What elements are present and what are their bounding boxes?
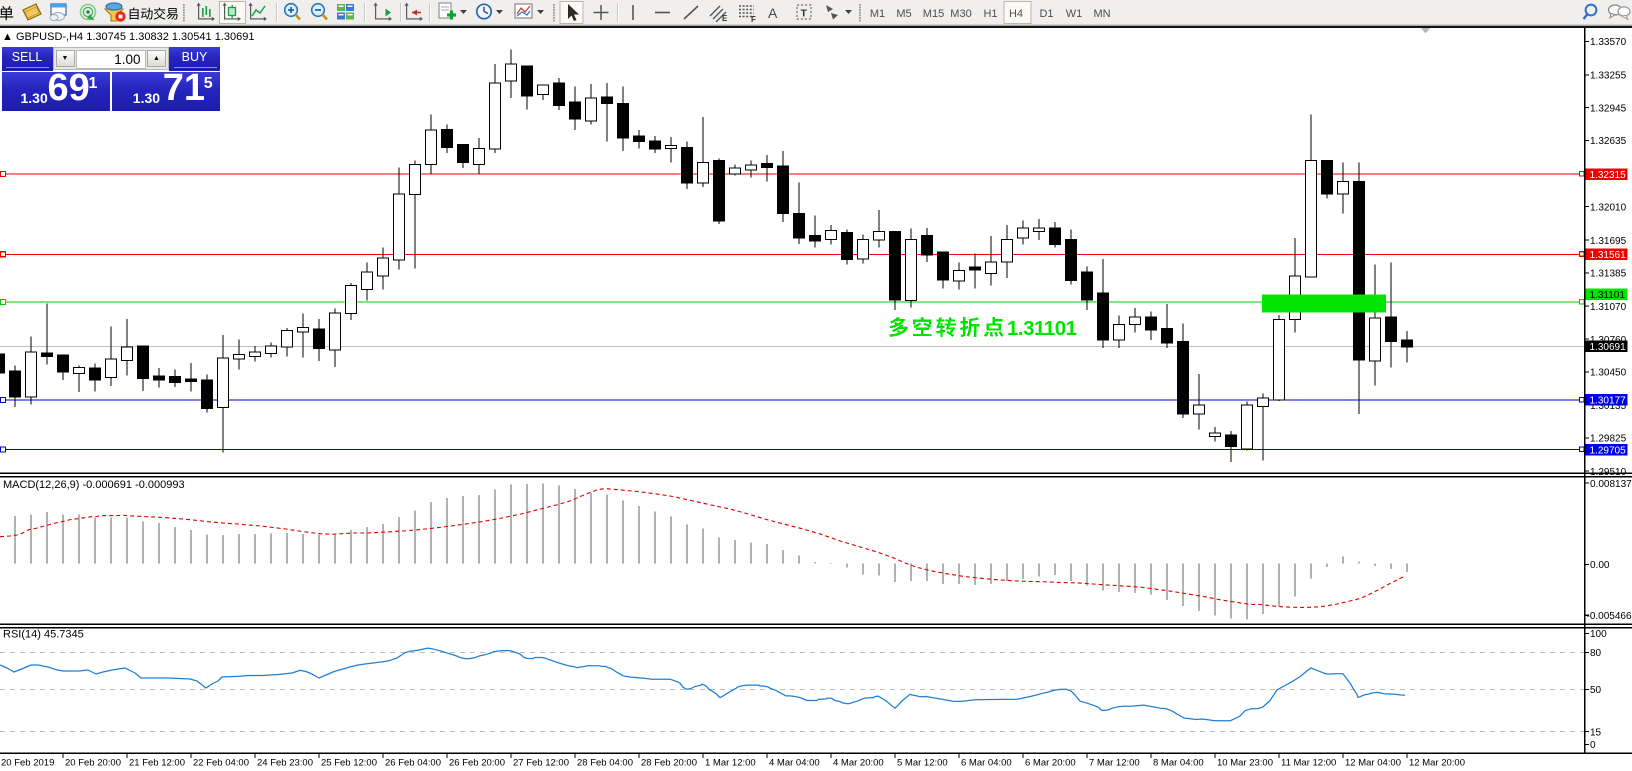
svg-text:100: 100 <box>1590 629 1607 640</box>
svg-text:1.31101: 1.31101 <box>1590 290 1626 301</box>
svg-text:4 Mar 04:00: 4 Mar 04:00 <box>769 758 820 769</box>
svg-text:20 Feb 20:00: 20 Feb 20:00 <box>65 758 121 769</box>
svg-text:0.00: 0.00 <box>1590 560 1610 571</box>
svg-text:MN: MN <box>1093 8 1110 20</box>
svg-text:15: 15 <box>1590 727 1602 738</box>
svg-text:11 Mar 12:00: 11 Mar 12:00 <box>1281 758 1336 769</box>
svg-text:8 Mar 04:00: 8 Mar 04:00 <box>1153 758 1204 769</box>
svg-text:21 Feb 12:00: 21 Feb 12:00 <box>129 758 185 769</box>
svg-text:1.32315: 1.32315 <box>1590 170 1627 181</box>
svg-text:W1: W1 <box>1066 8 1083 20</box>
svg-text:H1: H1 <box>983 8 997 20</box>
svg-text:12 Mar 04:00: 12 Mar 04:00 <box>1345 758 1401 769</box>
svg-text:20 Feb 2019: 20 Feb 2019 <box>1 758 54 769</box>
svg-text:1.30760: 1.30760 <box>1590 335 1627 346</box>
svg-text:26 Feb 04:00: 26 Feb 04:00 <box>385 758 441 769</box>
svg-text:80: 80 <box>1590 648 1602 659</box>
svg-text:1.32010: 1.32010 <box>1590 202 1627 213</box>
svg-text:1.31070: 1.31070 <box>1590 302 1627 313</box>
svg-text:6 Mar 20:00: 6 Mar 20:00 <box>1025 758 1076 769</box>
svg-text:4 Mar 20:00: 4 Mar 20:00 <box>833 758 884 769</box>
svg-text:7 Mar 12:00: 7 Mar 12:00 <box>1089 758 1140 769</box>
svg-text:H4: H4 <box>1009 8 1023 20</box>
svg-text:28 Feb 04:00: 28 Feb 04:00 <box>577 758 633 769</box>
svg-text:1.29825: 1.29825 <box>1590 434 1627 445</box>
svg-text:12 Mar 20:00: 12 Mar 20:00 <box>1409 758 1465 769</box>
svg-text:1.31561: 1.31561 <box>1590 250 1627 261</box>
svg-text:1.33255: 1.33255 <box>1590 71 1627 82</box>
svg-text:D1: D1 <box>1039 8 1053 20</box>
svg-text:1.31695: 1.31695 <box>1590 236 1627 247</box>
svg-text:RSI(14) 45.7345: RSI(14) 45.7345 <box>3 629 84 641</box>
svg-text:1.31101: 1.31101 <box>1007 317 1077 340</box>
svg-text:M1: M1 <box>870 8 885 20</box>
svg-text:1.29510: 1.29510 <box>1590 467 1627 478</box>
svg-text:26 Feb 20:00: 26 Feb 20:00 <box>449 758 505 769</box>
svg-text:1 Mar 12:00: 1 Mar 12:00 <box>705 758 756 769</box>
svg-text:0: 0 <box>1590 740 1596 751</box>
svg-text:6 Mar 04:00: 6 Mar 04:00 <box>961 758 1012 769</box>
svg-text:28 Feb 20:00: 28 Feb 20:00 <box>641 758 697 769</box>
svg-text:10 Mar 23:00: 10 Mar 23:00 <box>1217 758 1273 769</box>
svg-text:1.30691: 1.30691 <box>1590 342 1627 353</box>
svg-text:0.008137: 0.008137 <box>1590 479 1632 490</box>
svg-text:T: T <box>801 8 808 20</box>
svg-text:1.30177: 1.30177 <box>1590 396 1627 407</box>
svg-text:1.30135: 1.30135 <box>1590 401 1627 412</box>
svg-text:1.30450: 1.30450 <box>1590 368 1627 379</box>
svg-text:M5: M5 <box>896 8 911 20</box>
svg-text:1.29705: 1.29705 <box>1590 445 1627 456</box>
svg-text:MACD(12,26,9) -0.000691 -0.000: MACD(12,26,9) -0.000691 -0.000993 <box>3 479 185 491</box>
svg-text:24 Feb 23:00: 24 Feb 23:00 <box>257 758 313 769</box>
svg-text:25 Feb 12:00: 25 Feb 12:00 <box>321 758 377 769</box>
svg-text:27 Feb 12:00: 27 Feb 12:00 <box>513 758 569 769</box>
svg-text:F: F <box>751 15 756 24</box>
svg-text:-0.005466: -0.005466 <box>1587 611 1632 622</box>
svg-text:1.33570: 1.33570 <box>1590 37 1627 48</box>
svg-text:A: A <box>768 5 778 21</box>
svg-text:1.32635: 1.32635 <box>1590 136 1627 147</box>
svg-text:E: E <box>722 14 728 23</box>
svg-text:1.32945: 1.32945 <box>1590 103 1627 114</box>
svg-text:M30: M30 <box>950 8 971 20</box>
svg-text:5 Mar 12:00: 5 Mar 12:00 <box>897 758 948 769</box>
svg-text:1.31385: 1.31385 <box>1590 269 1627 280</box>
svg-text:50: 50 <box>1590 685 1602 696</box>
svg-text:22 Feb 04:00: 22 Feb 04:00 <box>193 758 249 769</box>
svg-text:▲ GBPUSD-,H4 1.30745 1.30832: ▲ GBPUSD-,H4 1.30745 1.30832 1.30541 1.3… <box>2 31 254 43</box>
svg-text:M15: M15 <box>923 8 944 20</box>
